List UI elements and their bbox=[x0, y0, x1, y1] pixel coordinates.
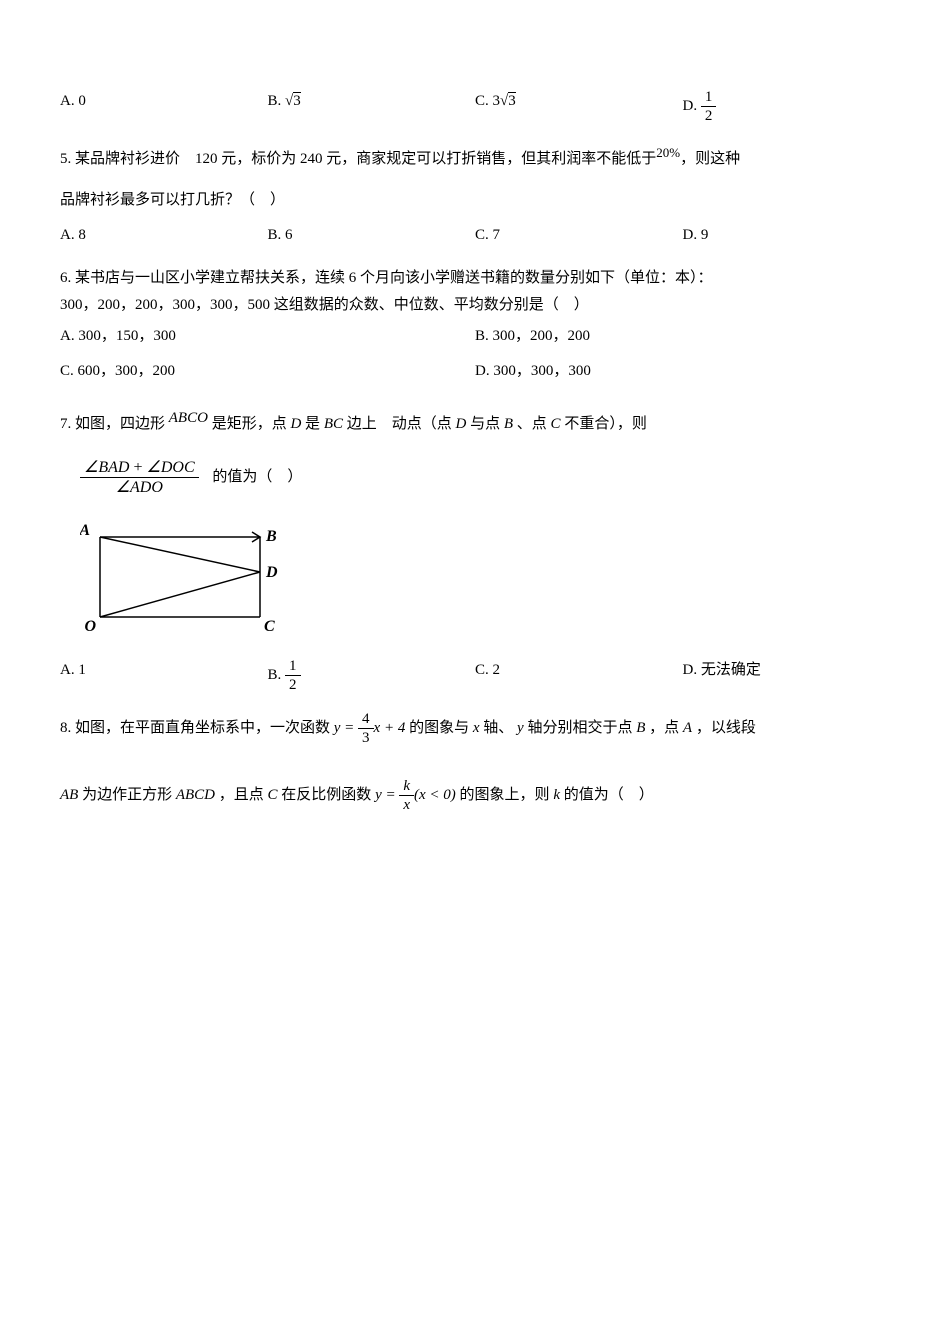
q7: 7. 如图，四边形 ABCO 是矩形，点 D 是 BC 边上 动点（点 D 与点… bbox=[60, 405, 890, 694]
q7-p4: 边上 动点（点 bbox=[347, 416, 452, 432]
q8-A: A bbox=[683, 720, 692, 736]
q8-l2-4: 在反比例函数 bbox=[281, 787, 371, 803]
q7-den: ∠ADO bbox=[80, 478, 199, 497]
q5-text-1: 5. 某品牌衬衫进价 120 元，标价为 240 元，商家规定可以打折销售，但其… bbox=[60, 151, 656, 167]
q5-option-d: D. 9 bbox=[683, 222, 891, 249]
q5-text-2: ，则这种 bbox=[680, 151, 740, 167]
svg-text:O: O bbox=[84, 618, 96, 635]
opt-value: √3 bbox=[285, 92, 301, 109]
q8-p5: ，点 bbox=[649, 720, 679, 736]
eq2-cond: (x < 0) bbox=[414, 787, 456, 803]
eq1-lhs: y = bbox=[334, 720, 358, 736]
q8-p3: 轴、 bbox=[483, 720, 513, 736]
q8-y: y bbox=[517, 720, 524, 736]
opt-label: A. bbox=[60, 93, 75, 109]
q5-option-a: A. 8 bbox=[60, 222, 268, 249]
q6-option-d: D. 300，300，300 bbox=[475, 358, 890, 385]
q5-options: A. 8 B. 6 C. 7 D. 9 bbox=[60, 222, 890, 249]
q7-BC: BC bbox=[324, 416, 343, 432]
opt-label: D. bbox=[683, 98, 698, 114]
q4-option-b: B. √3 bbox=[268, 88, 476, 125]
eq1-num: 4 bbox=[358, 710, 374, 729]
opt-value: 12 bbox=[701, 88, 717, 125]
q8: 8. 如图，在平面直角坐标系中，一次函数 y = 43x + 4 的图象与 x … bbox=[60, 710, 890, 814]
svg-text:C: C bbox=[264, 618, 275, 635]
q8-p4: 轴分别相交于点 bbox=[527, 720, 632, 736]
q8-p1: 8. 如图，在平面直角坐标系中，一次函数 bbox=[60, 720, 330, 736]
q6-option-c: C. 600，300，200 bbox=[60, 358, 475, 385]
opt-label: B. bbox=[268, 667, 282, 683]
q7-p3: 是 bbox=[305, 416, 320, 432]
svg-text:A: A bbox=[80, 522, 90, 539]
q7-fraction: ∠BAD + ∠DOC ∠ADO 的值为（ ） bbox=[80, 458, 890, 497]
q8-AB: AB bbox=[60, 787, 78, 803]
q8-k: k bbox=[553, 787, 560, 803]
eq1-plus4: + 4 bbox=[380, 720, 405, 736]
q7-option-b: B. 12 bbox=[268, 657, 476, 694]
q5-option-c: C. 7 bbox=[475, 222, 683, 249]
opt-value: 12 bbox=[285, 657, 301, 694]
opt-value: 3√3 bbox=[493, 92, 516, 109]
q7-diagram: A B D O C bbox=[80, 517, 890, 647]
eq2-num: k bbox=[399, 777, 414, 796]
q7-p2: 是矩形，点 bbox=[212, 416, 287, 432]
q8-x: x bbox=[473, 720, 480, 736]
q6: 6. 某书店与一山区小学建立帮扶关系，连续 6 个月向该小学赠送书籍的数量分别如… bbox=[60, 265, 890, 389]
q7-C: C bbox=[551, 416, 561, 432]
q8-l2-3: ，且点 bbox=[219, 787, 264, 803]
q7-tail: 的值为（ ） bbox=[212, 469, 302, 485]
svg-text:B: B bbox=[265, 528, 277, 545]
opt-label: C. bbox=[475, 93, 489, 109]
q8-line2: AB 为边作正方形 ABCD ，且点 C 在反比例函数 y = kx(x < 0… bbox=[60, 777, 890, 814]
eq2-den: x bbox=[399, 796, 414, 814]
eq2-lhs: y = bbox=[375, 787, 399, 803]
q6-option-a: A. 300，150，300 bbox=[60, 323, 475, 350]
q7-num-2: ∠DOC bbox=[146, 459, 194, 476]
q6-option-b: B. 300，200，200 bbox=[475, 323, 890, 350]
q7-abco: ABCO bbox=[169, 410, 208, 426]
q4-options: A. 0 B. √3 C. 3√3 D. 12 bbox=[60, 88, 890, 125]
opt-value: 0 bbox=[78, 93, 86, 109]
q8-l2-5: 的图象上，则 bbox=[460, 787, 550, 803]
q7-options: A. 1 B. 12 C. 2 D. 无法确定 bbox=[60, 657, 890, 694]
q5-percent: 20% bbox=[656, 145, 680, 160]
q8-C: C bbox=[268, 787, 278, 803]
q8-B: B bbox=[636, 720, 645, 736]
q7-option-d: D. 无法确定 bbox=[683, 657, 891, 694]
q6-line2: 300，200，200，300，300，500 这组数据的众数、中位数、平均数分… bbox=[60, 292, 890, 319]
q8-p6: ，以线段 bbox=[696, 720, 756, 736]
q7-D2: D bbox=[456, 416, 467, 432]
rectangle-diagram: A B D O C bbox=[80, 517, 280, 637]
q4-option-c: C. 3√3 bbox=[475, 88, 683, 125]
q7-option-a: A. 1 bbox=[60, 657, 268, 694]
q7-B: B bbox=[504, 416, 513, 432]
q7-p5: 与点 bbox=[470, 416, 500, 432]
q5: 5. 某品牌衬衫进价 120 元，标价为 240 元，商家规定可以打折销售，但其… bbox=[60, 141, 890, 249]
q7-num-1: ∠BAD bbox=[84, 459, 129, 476]
q6-line1: 6. 某书店与一山区小学建立帮扶关系，连续 6 个月向该小学赠送书籍的数量分别如… bbox=[60, 265, 890, 292]
q7-p1: 7. 如图，四边形 bbox=[60, 416, 165, 432]
q5-text-3: 品牌衬衫最多可以打几折？（ ） bbox=[60, 187, 890, 214]
q7-option-c: C. 2 bbox=[475, 657, 683, 694]
q7-p7: 不重合），则 bbox=[564, 416, 647, 432]
q7-D: D bbox=[290, 416, 301, 432]
q7-p6: 、点 bbox=[517, 416, 547, 432]
q8-l2-2: 为边作正方形 bbox=[82, 787, 172, 803]
eq1-den: 3 bbox=[358, 729, 374, 747]
q8-eq2: y = kx(x < 0) bbox=[375, 787, 459, 803]
q7-num-plus: + bbox=[129, 459, 146, 476]
q8-ABCD: ABCD bbox=[176, 787, 215, 803]
q6-options: A. 300，150，300 B. 300，200，200 C. 600，300… bbox=[60, 319, 890, 389]
q4-option-a: A. 0 bbox=[60, 88, 268, 125]
opt-label: B. bbox=[268, 93, 282, 109]
svg-text:D: D bbox=[265, 564, 278, 581]
q8-p2: 的图象与 bbox=[409, 720, 469, 736]
q8-eq1: y = 43x + 4 bbox=[334, 720, 409, 736]
q4-option-d: D. 12 bbox=[683, 88, 891, 125]
q5-option-b: B. 6 bbox=[268, 222, 476, 249]
q8-l2-6: 的值为（ ） bbox=[564, 787, 654, 803]
